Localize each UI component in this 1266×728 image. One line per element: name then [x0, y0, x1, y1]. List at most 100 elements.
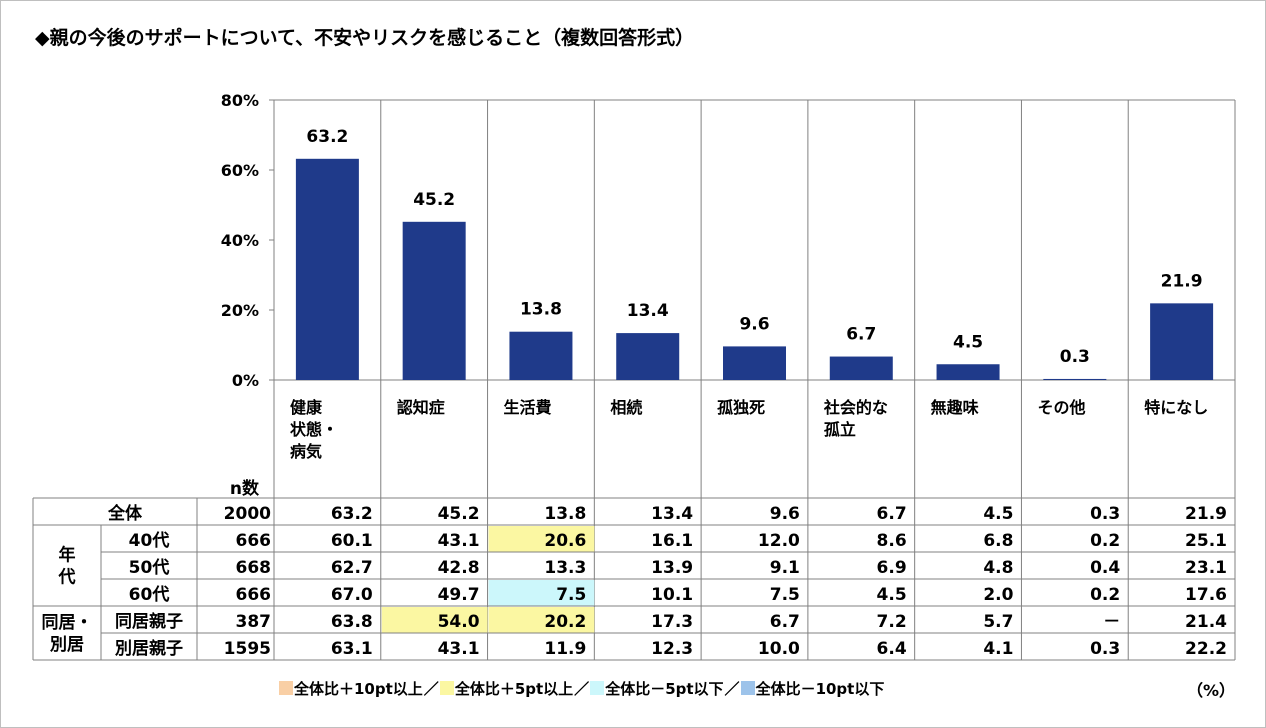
bar-4 — [723, 346, 786, 380]
table-cell: 43.1 — [438, 639, 480, 659]
highlight-cell — [488, 526, 595, 552]
category-label: 生活費 — [504, 398, 552, 417]
table-cell: 54.0 — [438, 612, 480, 632]
bar-2 — [509, 331, 573, 380]
bar-value-label: 63.2 — [306, 127, 348, 147]
highlight-cell — [381, 607, 488, 633]
table-cell: 4.8 — [983, 558, 1013, 578]
legend-item-plus5: 全体比＋5pt以上 — [439, 678, 574, 699]
category-label: その他 — [1037, 398, 1085, 417]
bar-value-label: 45.2 — [413, 190, 455, 210]
table-cell: 0.2 — [1090, 585, 1120, 605]
category-label: 無趣味 — [931, 398, 979, 417]
table-cell: 8.6 — [877, 531, 907, 551]
table-cell: 22.2 — [1185, 639, 1227, 659]
legend: 全体比＋10pt以上／全体比＋5pt以上／全体比－5pt以下／全体比－10pt以… — [279, 677, 884, 699]
table-row-label: 40代 — [129, 530, 170, 551]
highlight-cell — [488, 607, 595, 633]
table-cell: 6.7 — [877, 504, 907, 524]
table-cell: 7.2 — [877, 612, 907, 632]
bar-value-label: 13.4 — [627, 301, 669, 321]
table-cell: 49.7 — [438, 585, 480, 605]
bar-1 — [402, 221, 466, 380]
table-cell: 62.7 — [331, 558, 373, 578]
table-cell: 43.1 — [438, 531, 480, 551]
table-cell: 11.9 — [544, 639, 586, 659]
table-cell: 7.5 — [556, 585, 586, 605]
table-cell: 12.3 — [651, 639, 693, 659]
legend-label: 全体比＋10pt以上 — [294, 679, 423, 698]
table-cell: 4.1 — [983, 639, 1013, 659]
table-cell: 0.4 — [1090, 558, 1120, 578]
table-cell: 63.8 — [331, 612, 373, 632]
table-cell: 0.2 — [1090, 531, 1120, 551]
group-label: 年代 — [58, 545, 76, 588]
chart-title: ◆親の今後のサポートについて、不安やリスクを感じること（複数回答形式） — [35, 27, 695, 49]
table-cell: 12.0 — [758, 531, 800, 551]
table-cell: 7.5 — [770, 585, 800, 605]
table-cell: 45.2 — [438, 504, 480, 524]
bar-value-label: 9.6 — [739, 314, 769, 334]
table-row-label: 同居親子 — [115, 611, 183, 632]
table-row-n: 666 — [236, 531, 272, 551]
table-cell: 17.6 — [1185, 585, 1227, 605]
category-label: 孤独死 — [717, 398, 765, 417]
table-row-n: 387 — [236, 612, 272, 632]
table-row-n: 668 — [236, 558, 272, 578]
y-tick-label: 40% — [221, 231, 259, 250]
table-row-label: 全体 — [107, 503, 143, 524]
n-header: n数 — [230, 478, 260, 499]
table-cell: 25.1 — [1185, 531, 1227, 551]
table-cell: 4.5 — [983, 504, 1013, 524]
legend-item-minus10: 全体比－10pt以下 — [740, 678, 885, 699]
legend-label: 全体比－10pt以下 — [755, 679, 885, 698]
category-label: 社会的な孤立 — [823, 398, 888, 439]
table-cell: 9.6 — [770, 504, 800, 524]
table-row-n: 1595 — [224, 639, 271, 659]
table-cell: 17.3 — [651, 612, 693, 632]
bar-0 — [295, 158, 359, 380]
category-label: 認知症 — [397, 398, 445, 417]
y-tick-label: 60% — [221, 161, 259, 180]
table-cell: 0.3 — [1090, 639, 1120, 659]
table-cell: － — [1103, 612, 1120, 632]
table-row-n: 2000 — [224, 504, 271, 524]
category-label: 特になし — [1144, 398, 1208, 417]
table-row-n: 666 — [236, 585, 272, 605]
legend-separator: ／ — [574, 679, 590, 698]
legend-item-minus5: 全体比－5pt以下 — [590, 678, 724, 699]
table-cell: 20.6 — [544, 531, 586, 551]
table-cell: 13.3 — [544, 558, 586, 578]
bar-value-label: 21.9 — [1161, 271, 1203, 291]
bar-value-label: 6.7 — [846, 325, 876, 345]
table-cell: 4.5 — [877, 585, 907, 605]
group-label: 同居・別居 — [42, 613, 93, 655]
legend-separator: ／ — [724, 679, 740, 698]
legend-swatch — [279, 681, 293, 695]
bar-value-label: 0.3 — [1060, 347, 1090, 367]
y-tick-label: 20% — [221, 301, 259, 320]
table-cell: 6.4 — [877, 639, 907, 659]
table-cell: 6.9 — [877, 558, 907, 578]
bar-3 — [616, 333, 680, 380]
table-cell: 13.8 — [544, 504, 586, 524]
legend-item-plus10: 全体比＋10pt以上 — [279, 678, 423, 699]
table-row-label: 別居親子 — [114, 638, 183, 659]
legend-swatch — [590, 681, 605, 695]
highlight-cell — [488, 580, 595, 606]
table-cell: 5.7 — [983, 612, 1013, 632]
legend-swatch — [740, 681, 755, 695]
table-cell: 6.7 — [770, 612, 800, 632]
table-cell: 0.3 — [1090, 504, 1120, 524]
table-cell: 6.8 — [983, 531, 1013, 551]
table-row-label: 60代 — [129, 584, 170, 605]
bar-7 — [1043, 378, 1107, 380]
table-cell: 67.0 — [331, 585, 373, 605]
table-cell: 21.4 — [1185, 612, 1227, 632]
legend-label: 全体比－5pt以下 — [605, 679, 724, 698]
bar-6 — [936, 364, 1000, 380]
category-label: 健康状態・病気 — [290, 398, 338, 461]
legend-label: 全体比＋5pt以上 — [454, 679, 574, 698]
table-cell: 10.1 — [651, 585, 693, 605]
